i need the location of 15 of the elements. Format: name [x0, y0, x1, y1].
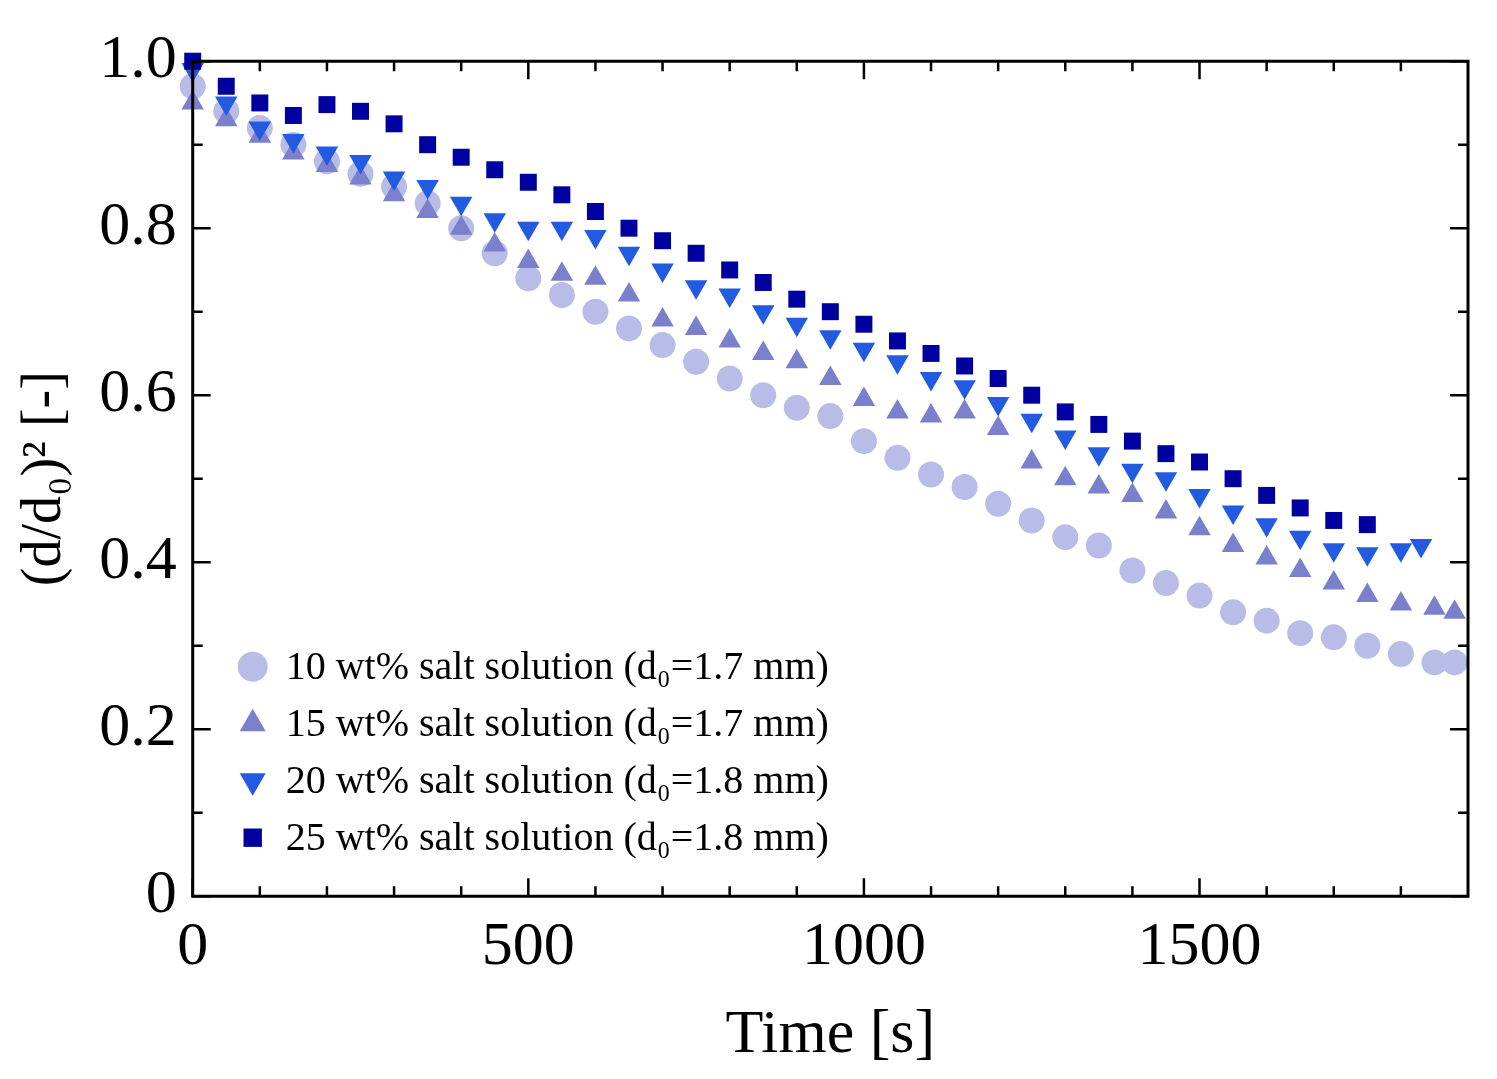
y-tick-label: 0.6 — [99, 356, 177, 425]
legend-label: 15 wt% salt solution (d₀=1.7 mm) — [285, 700, 829, 746]
legend-label: 25 wt% salt solution (d₀=1.8 mm) — [285, 814, 829, 860]
y-tick-label: 1.0 — [99, 22, 177, 91]
y-tick-label: 0.2 — [99, 690, 177, 759]
x-tick-label: 500 — [481, 908, 575, 977]
x-tick-label: 1500 — [1137, 908, 1262, 977]
x-tick-label: 1000 — [801, 908, 926, 977]
y-tick-label: 0.4 — [99, 523, 177, 592]
y-tick-label: 0.8 — [99, 189, 177, 258]
legend-label: 10 wt% salt solution (d₀=1.7 mm) — [285, 643, 829, 689]
x-axis-title: Time [s] — [725, 997, 936, 1066]
y-axis-title: (d/d₀)² [-] — [10, 371, 74, 587]
legend-label: 20 wt% salt solution (d₀=1.8 mm) — [285, 757, 829, 803]
y-tick-label: 0 — [145, 857, 177, 926]
